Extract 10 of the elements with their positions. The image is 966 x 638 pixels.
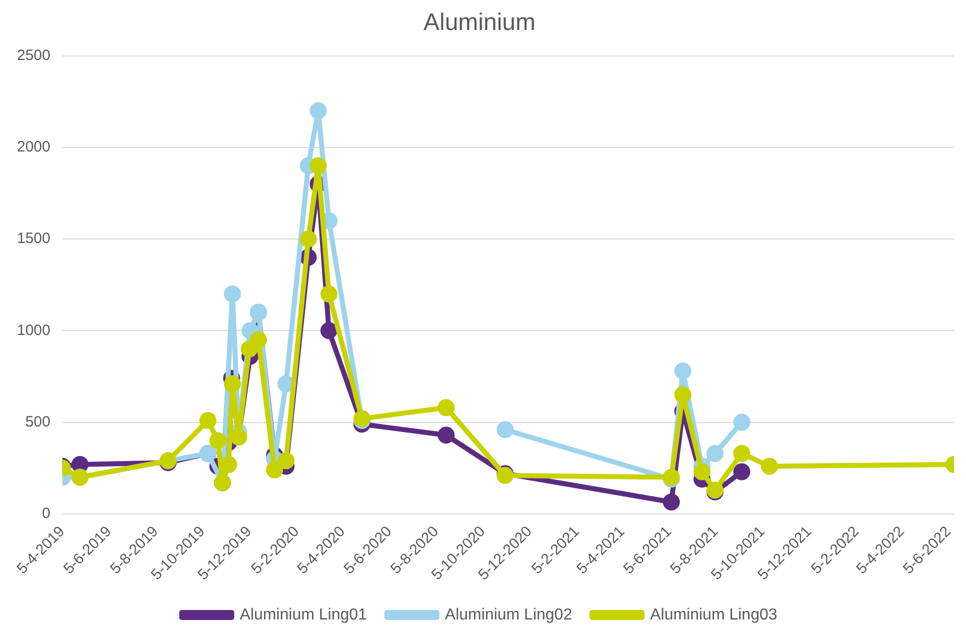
y-tick-label: 0 — [42, 505, 50, 522]
y-tick-label: 2000 — [16, 138, 50, 156]
y-tick-label: 1000 — [16, 322, 50, 339]
chart-title: Aluminium — [423, 9, 536, 36]
y-tick-label: 2500 — [16, 46, 50, 64]
legend-label: Aluminium Ling01 — [240, 606, 368, 624]
legend-label: Aluminium Ling03 — [650, 606, 778, 624]
legend-label: Aluminium Ling02 — [444, 606, 572, 624]
y-tick-label: 1500 — [16, 230, 50, 248]
y-tick-label: 500 — [25, 413, 50, 430]
